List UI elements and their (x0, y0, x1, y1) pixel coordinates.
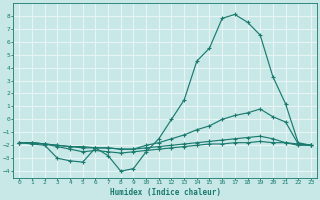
X-axis label: Humidex (Indice chaleur): Humidex (Indice chaleur) (110, 188, 220, 197)
